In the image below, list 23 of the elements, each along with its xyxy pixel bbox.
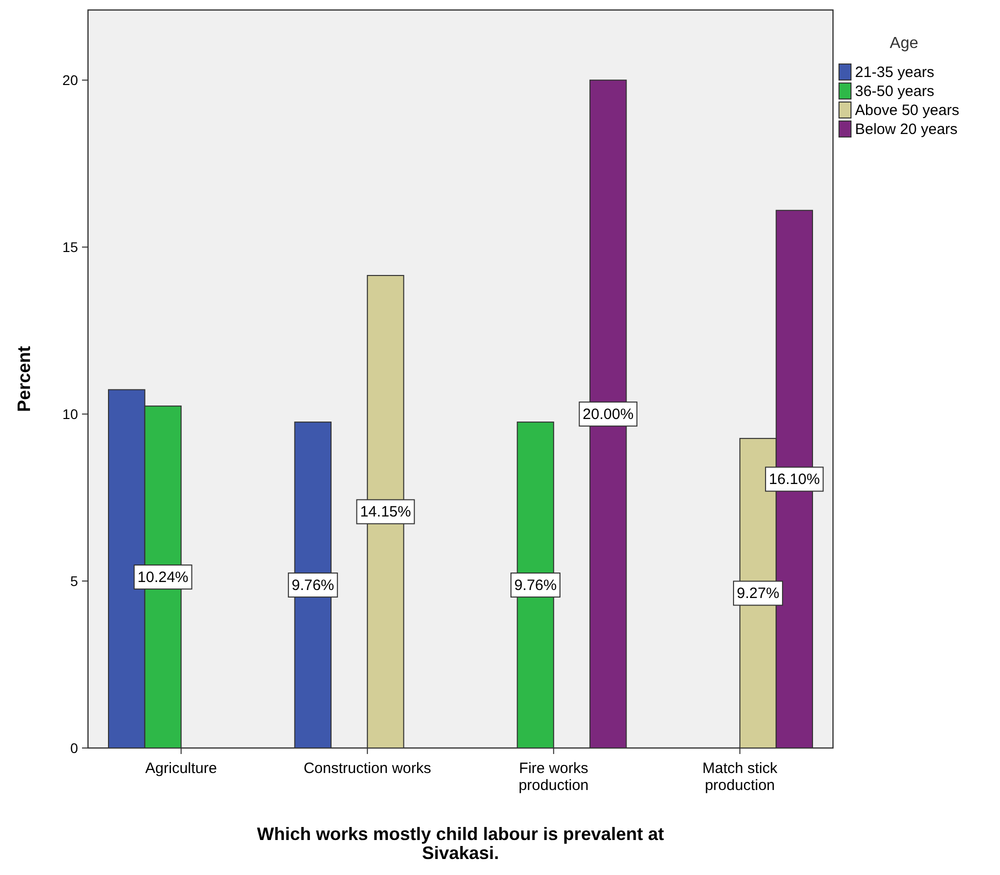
x-tick-label: Match stick production (702, 760, 778, 794)
y-tick-label: 0 (70, 740, 78, 756)
y-axis-title: Percent (14, 346, 34, 412)
legend-label: Above 50 years (855, 102, 960, 119)
data-label: 9.76% (292, 577, 334, 594)
data-label: 9.27% (736, 585, 780, 602)
x-tick-label: Agriculture (145, 760, 217, 777)
y-tick-label: 10 (62, 406, 78, 422)
legend-label: 21-35 years (855, 64, 934, 81)
x-tick-label: Fire works production (518, 760, 589, 794)
x-axis-title: Which works mostly child labour is prevalent at Sivakasi. (256, 824, 664, 863)
data-label: 16.10% (768, 471, 820, 488)
y-tick-label: 15 (62, 239, 78, 256)
y-tick-label: 5 (70, 573, 78, 590)
x-tick-label: Construction works (304, 760, 432, 777)
data-label: 9.76% (514, 577, 557, 594)
data-label: 14.15% (360, 504, 411, 521)
y-tick-label: 20 (62, 72, 78, 88)
legend-title: Age (890, 35, 918, 52)
data-label: 10.24% (138, 569, 188, 586)
data-label: 20.00% (582, 406, 634, 424)
legend-label: Below 20 years (855, 121, 958, 138)
legend-label: 36-50 years (855, 83, 934, 100)
